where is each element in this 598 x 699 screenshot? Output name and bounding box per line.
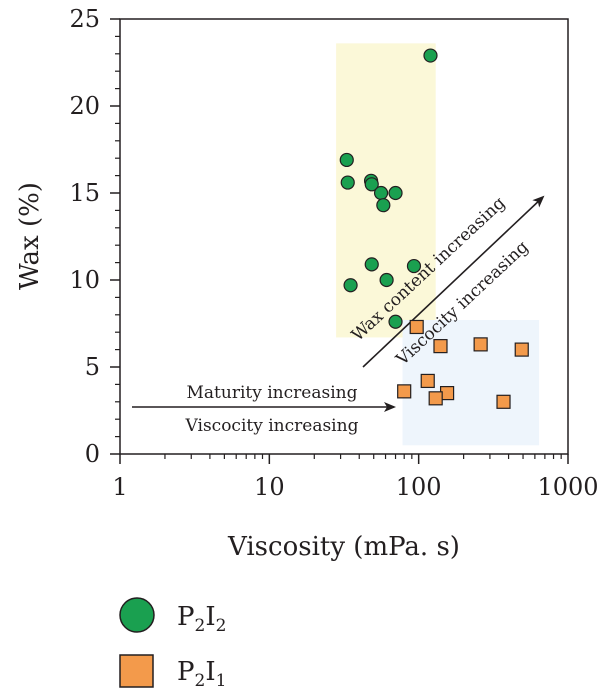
data-point-p2i1	[496, 394, 511, 409]
data-point-p2i2	[340, 175, 355, 190]
data-point-p2i1	[409, 319, 424, 335]
data-point-p2i1	[433, 339, 448, 354]
x-tick-label: 1	[112, 473, 127, 501]
data-point-p2i2	[406, 258, 422, 274]
highlight-regions	[336, 43, 540, 446]
y-tick-label: 0	[85, 440, 100, 468]
data-point-p2i1	[514, 342, 529, 357]
data-point-p2i2	[339, 152, 354, 168]
y-tick-label: 15	[69, 179, 100, 207]
y-tick-label: 5	[85, 353, 100, 381]
data-points	[339, 48, 529, 409]
legend-marker-p2i1	[119, 654, 154, 688]
legend-marker-p2i2	[119, 597, 155, 633]
data-point-p2i2	[423, 48, 438, 63]
data-point-p2i2	[388, 185, 403, 201]
data-point-p2i2	[364, 177, 379, 192]
legend-label-p2i1: P2I1	[177, 657, 226, 691]
data-point-p2i1	[428, 391, 443, 406]
data-point-p2i2	[364, 257, 379, 272]
data-point-p2i1	[397, 384, 412, 399]
legend-label-p2i2: P2I2	[177, 602, 226, 636]
axis-tick-labels: 1 10 100 1000 0 5 10 15 20 25	[69, 5, 598, 501]
y-axis-title: Wax (%)	[15, 182, 45, 290]
annotation-viscosity-increasing-horizontal: Viscocity increasing	[185, 416, 359, 436]
data-point-p2i1	[473, 337, 488, 352]
data-point-p2i2	[388, 314, 403, 329]
data-point-p2i2	[376, 198, 391, 213]
data-point-p2i2	[343, 278, 358, 293]
legend: P2I2 P2I1	[119, 597, 226, 691]
annotation-maturity-increasing: Maturity increasing	[187, 383, 358, 403]
y-tick-label: 20	[69, 92, 100, 120]
wax-viscosity-arrow	[362, 195, 545, 368]
x-tick-label: 10	[254, 473, 285, 501]
y-tick-label: 25	[69, 5, 100, 33]
x-tick-label: 1000	[537, 473, 598, 501]
data-point-p2i2	[379, 272, 394, 288]
x-tick-label: 100	[396, 473, 442, 501]
plot-area-frame	[119, 18, 569, 455]
data-point-p2i2	[373, 185, 389, 201]
x-axis-title: Viscosity (mPa. s)	[227, 532, 460, 562]
axis-ticks	[110, 18, 569, 464]
y-tick-label: 10	[69, 266, 100, 294]
data-point-p2i1	[420, 373, 435, 389]
